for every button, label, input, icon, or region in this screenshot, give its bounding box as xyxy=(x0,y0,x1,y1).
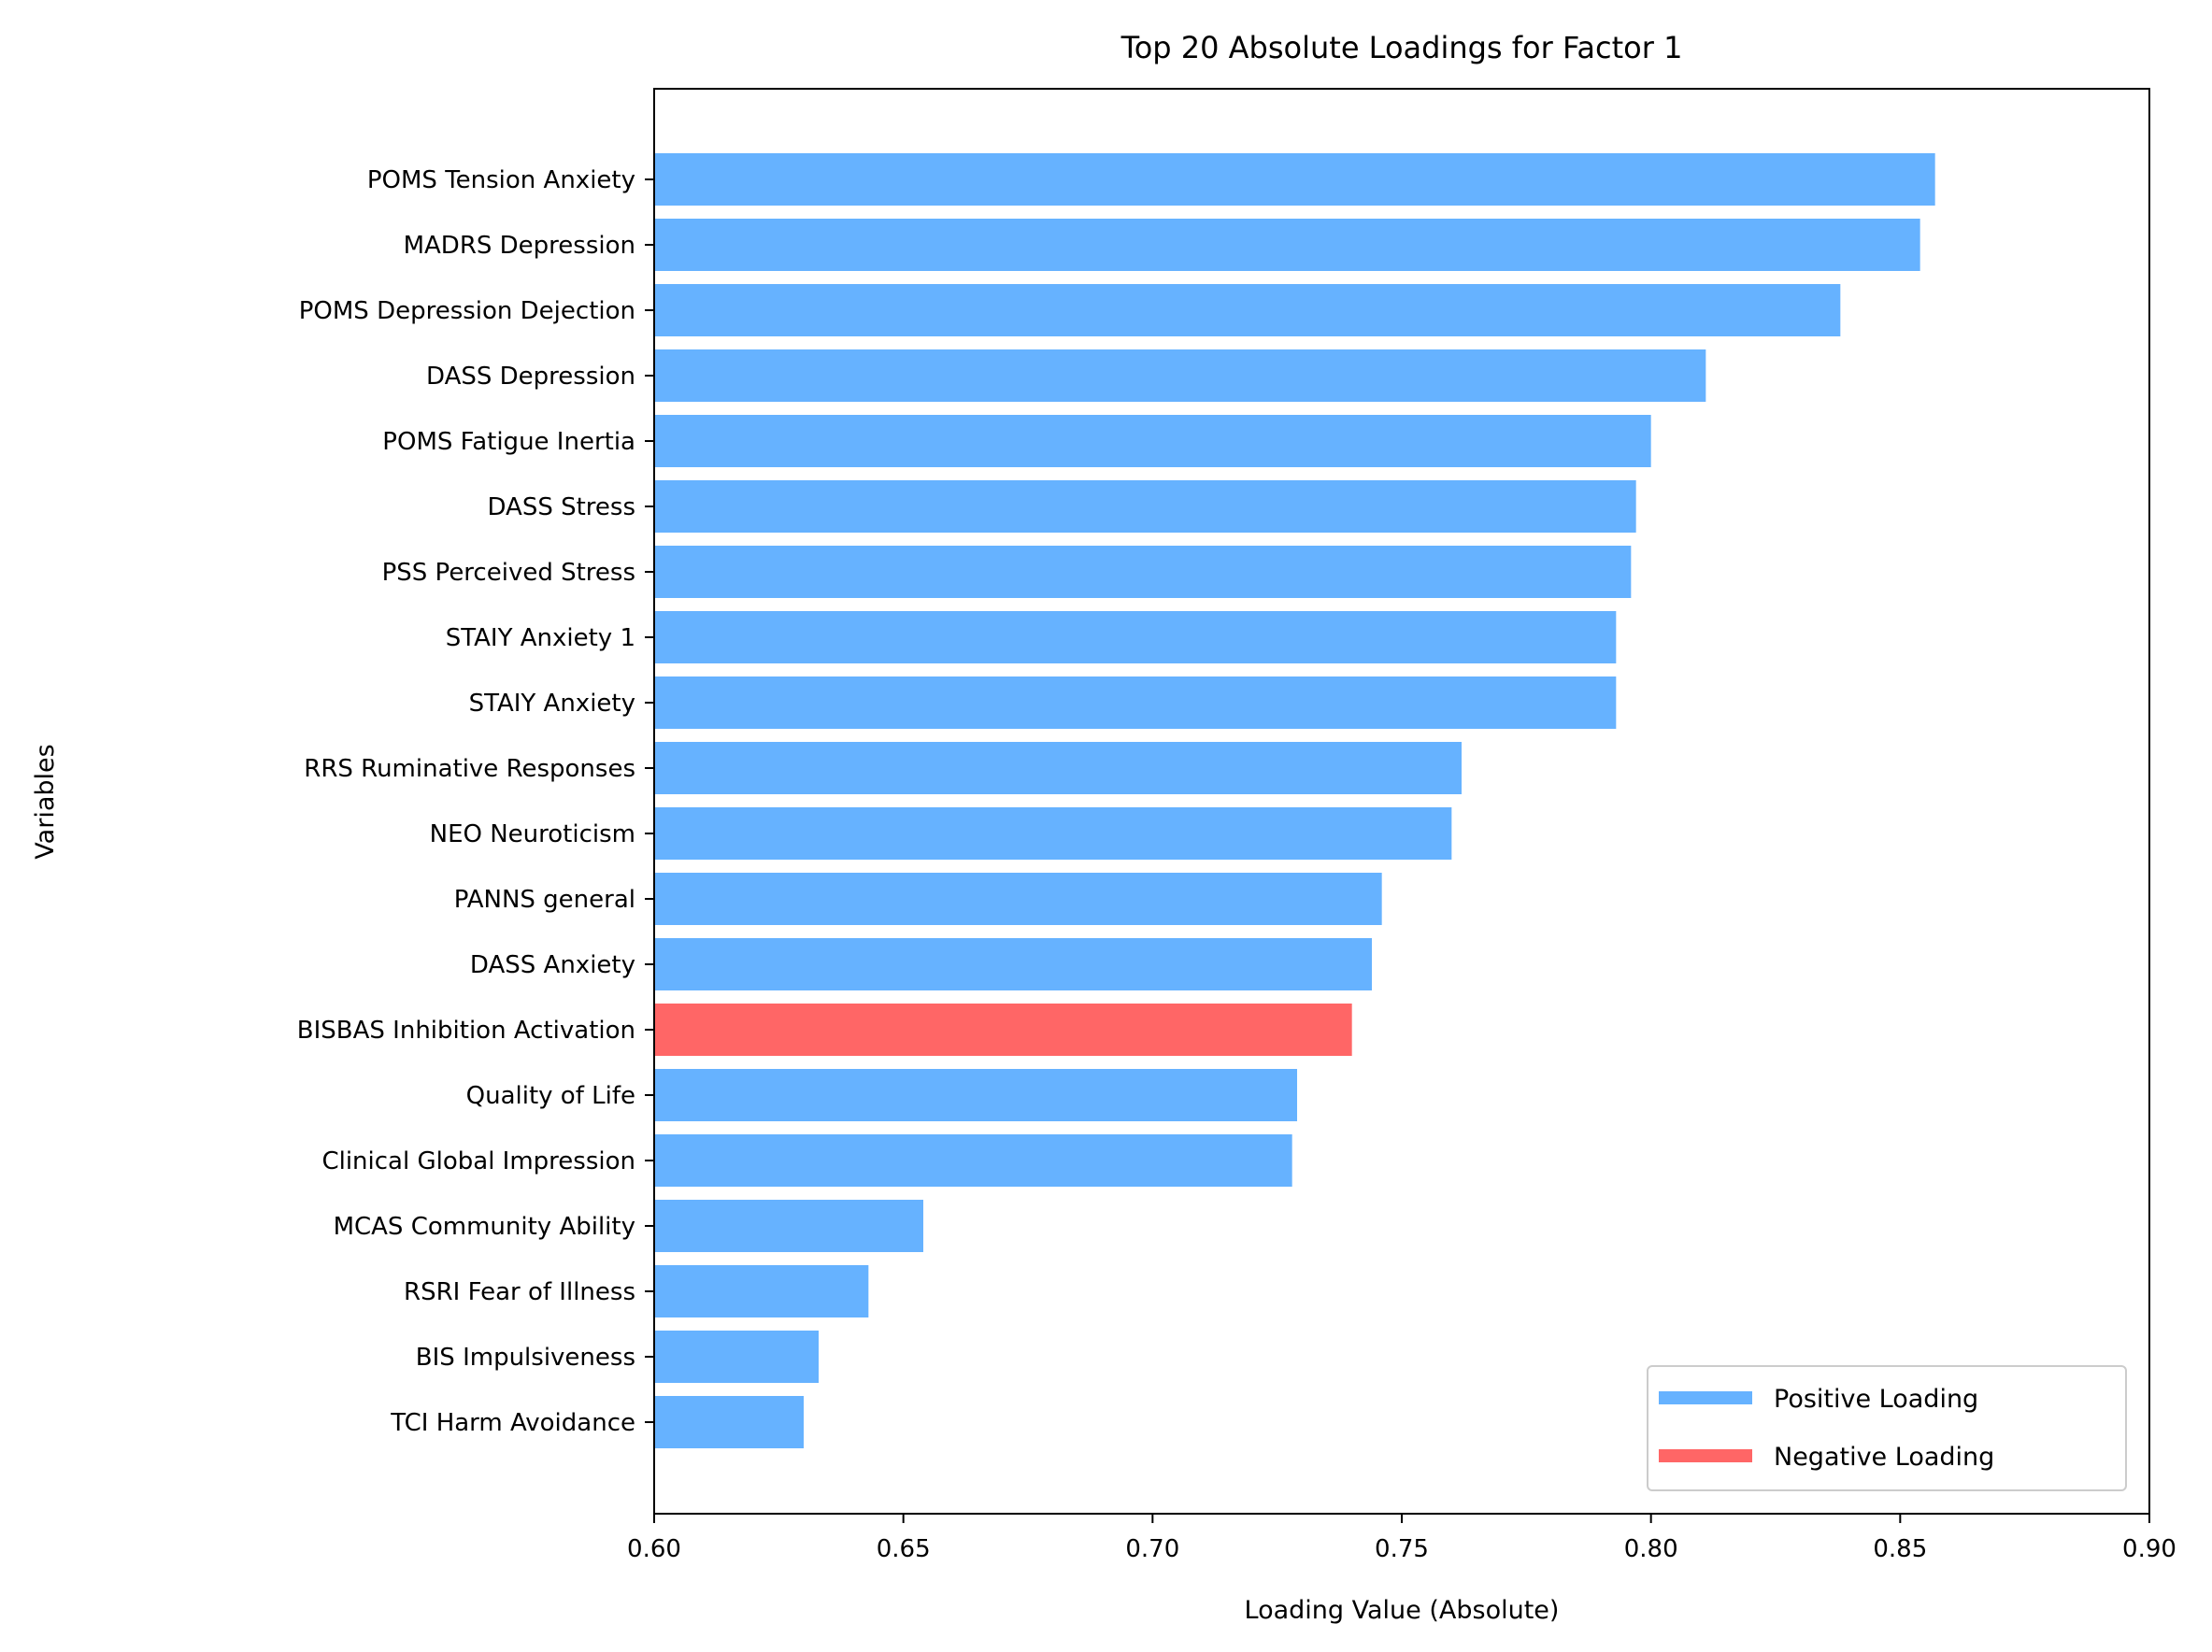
y-tick-label: Quality of Life xyxy=(466,1082,635,1110)
bar xyxy=(654,1265,869,1317)
y-tick-label: STAIY Anxiety xyxy=(469,690,635,718)
y-tick-labels: POMS Tension Anxiety MADRS Depression POMS… xyxy=(297,166,654,1437)
bar xyxy=(654,1004,1352,1056)
y-tick-label: POMS Tension Anxiety xyxy=(367,166,635,194)
x-tick-label: 0.75 xyxy=(1375,1535,1429,1563)
bar xyxy=(654,938,1372,990)
x-tick-label: 0.65 xyxy=(877,1535,931,1563)
bar xyxy=(654,1134,1292,1187)
y-tick-label: MADRS Depression xyxy=(404,232,635,260)
x-tick-label: 0.85 xyxy=(1873,1535,1927,1563)
y-tick-label: DASS Anxiety xyxy=(470,951,635,979)
y-tick-label: POMS Fatigue Inertia xyxy=(382,428,635,456)
y-tick-label: POMS Depression Dejection xyxy=(299,297,635,325)
y-tick-label: Clinical Global Impression xyxy=(321,1147,635,1175)
legend-label-negative: Negative Loading xyxy=(1774,1443,1994,1472)
y-tick-label: TCI Harm Avoidance xyxy=(390,1409,635,1437)
legend-label-positive: Positive Loading xyxy=(1774,1385,1978,1414)
bar xyxy=(654,1396,804,1448)
bar xyxy=(654,611,1617,663)
y-tick-label: PANNS general xyxy=(454,886,635,914)
y-tick-label: STAIY Anxiety 1 xyxy=(446,624,635,652)
bar xyxy=(654,284,1841,336)
x-tick-label: 0.90 xyxy=(2122,1535,2176,1563)
bar xyxy=(654,219,1920,271)
y-tick-label: DASS Stress xyxy=(487,493,635,521)
y-tick-label: DASS Depression xyxy=(426,363,635,391)
y-tick-label: RRS Ruminative Responses xyxy=(304,755,635,783)
bar xyxy=(654,546,1632,598)
bars-group xyxy=(654,153,1935,1448)
x-tick-label: 0.70 xyxy=(1125,1535,1179,1563)
bar xyxy=(654,742,1462,794)
legend-swatch-positive xyxy=(1659,1391,1752,1404)
y-tick-label: NEO Neuroticism xyxy=(430,820,635,848)
bar xyxy=(654,676,1617,729)
bar xyxy=(654,807,1452,860)
legend-swatch-negative xyxy=(1659,1449,1752,1462)
y-axis-label: Variables xyxy=(31,744,60,859)
bar xyxy=(654,349,1706,402)
y-tick-label: BIS Impulsiveness xyxy=(416,1344,635,1372)
bar xyxy=(654,153,1935,206)
x-ticks: 0.60 0.65 0.70 0.75 0.80 0.85 0.90 xyxy=(627,1514,2176,1563)
plot-area-frame xyxy=(653,88,2150,1515)
y-tick-label: PSS Perceived Stress xyxy=(382,559,635,587)
bar xyxy=(654,873,1382,925)
y-tick-label: BISBAS Inhibition Activation xyxy=(297,1017,635,1045)
y-tick-label: MCAS Community Ability xyxy=(334,1213,635,1241)
x-axis-label: Loading Value (Absolute) xyxy=(1245,1596,1560,1625)
y-tick-label: RSRI Fear of Illness xyxy=(404,1278,635,1306)
bar xyxy=(654,415,1651,467)
x-tick-label: 0.60 xyxy=(627,1535,681,1563)
chart-title: Top 20 Absolute Loadings for Factor 1 xyxy=(1120,30,1683,65)
bar xyxy=(654,1331,819,1383)
legend: Positive Loading Negative Loading xyxy=(1647,1365,2127,1491)
bar xyxy=(654,1069,1297,1121)
x-tick-label: 0.80 xyxy=(1624,1535,1678,1563)
bar xyxy=(654,480,1636,533)
bar xyxy=(654,1200,923,1252)
legend-box xyxy=(1647,1365,2127,1491)
